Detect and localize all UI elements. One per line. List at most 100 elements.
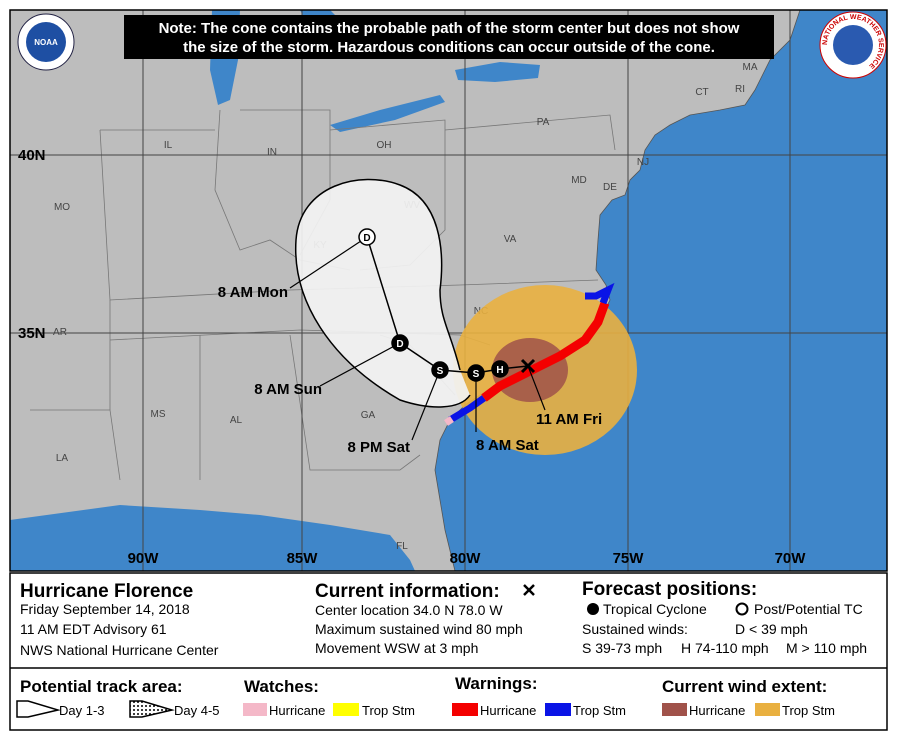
tropical-storm-warning — [585, 282, 615, 305]
longitude-label: 75W — [613, 550, 645, 567]
marker-symbol: D — [396, 339, 403, 350]
logo-text: NOAA — [34, 38, 58, 47]
current-info-line: Movement WSW at 3 mph — [315, 640, 478, 656]
state-label: GA — [361, 410, 376, 421]
legend-title: Watches: — [244, 677, 319, 696]
tropical-cyclone-symbol — [587, 603, 599, 615]
hurricane-warning — [481, 301, 610, 402]
note-text: the size of the storm. Hazardous conditi… — [183, 39, 715, 56]
map-frame — [9, 9, 888, 572]
post-tc-marker — [358, 228, 376, 246]
ts-wind-swatch — [755, 703, 780, 716]
forecast-time-label: 8 AM Mon — [218, 284, 288, 301]
logo-disc — [833, 25, 873, 65]
state-label: MA — [743, 62, 758, 73]
tropical-cyclone-marker — [391, 334, 409, 352]
legend-label: Day 4-5 — [174, 703, 220, 718]
legend-label: Trop Stm — [362, 703, 415, 718]
marker-symbol: D — [363, 233, 370, 244]
forecast-cone — [295, 178, 471, 408]
lake — [330, 95, 445, 132]
state-label: AL — [230, 415, 243, 426]
state-label: MD — [571, 175, 587, 186]
current-position-marker — [520, 358, 536, 374]
latitude-label: 35N — [18, 325, 46, 342]
storm-advisory: 11 AM EDT Advisory 61 — [20, 621, 167, 637]
legend-label: Trop Stm — [782, 703, 835, 718]
forecast-key: S 39-73 mph — [582, 640, 662, 656]
day13-swatch — [16, 700, 61, 718]
forecast-key: Post/Potential TC — [754, 601, 863, 617]
ts-watch-swatch — [333, 703, 359, 716]
state-label: MO — [54, 202, 70, 213]
state-label: RI — [735, 84, 745, 95]
forecast-time-label: 8 AM Sat — [476, 437, 539, 454]
forecast-key: D < 39 mph — [735, 621, 808, 637]
state-label: IL — [164, 140, 173, 151]
legend-title: Potential track area: — [20, 677, 183, 696]
legend-title: Warnings: — [455, 674, 537, 693]
marker-symbol: S — [437, 366, 444, 377]
forecast-key: M > 110 mph — [786, 640, 867, 656]
track-points: H S 8 AM Sat S 8 PM Sat D 8 AM Sun D 8 AM Mon — [218, 228, 539, 456]
state-label: NJ — [637, 157, 649, 168]
marker-symbol: S — [473, 369, 480, 380]
longitude-label: 80W — [450, 550, 482, 567]
logo-disc — [26, 22, 66, 62]
storm-name: Hurricane Florence — [20, 581, 193, 602]
forecast-time-label: 8 AM Sun — [254, 381, 322, 398]
forecast-key: Sustained winds: — [582, 621, 688, 637]
info-panel — [9, 572, 888, 731]
current-info-title: Current information: — [315, 581, 500, 602]
current-info-line: Maximum sustained wind 80 mph — [315, 621, 523, 637]
storm-source: NWS National Hurricane Center — [20, 642, 219, 658]
latitude-label: 40N — [18, 147, 46, 164]
state-label: AR — [53, 327, 67, 338]
longitude-label: 70W — [775, 550, 807, 567]
current-time-label: 11 AM Fri — [536, 411, 602, 428]
state-label: FL — [396, 541, 408, 552]
forecast-key: Tropical Cyclone — [603, 601, 707, 617]
longitude-label: 90W — [128, 550, 160, 567]
tropical-storm-warning — [448, 395, 487, 424]
current-info-line: Center location 34.0 N 78.0 W — [315, 602, 503, 618]
leader-lines — [289, 236, 546, 441]
state-label: MS — [151, 409, 166, 420]
post-tc-symbol — [735, 602, 749, 616]
day45-swatch — [129, 700, 175, 718]
tropical-cyclone-marker — [431, 361, 449, 379]
forecast-time-label: 8 PM Sat — [347, 439, 410, 456]
legend-label: Day 1-3 — [59, 703, 105, 718]
lake — [455, 62, 540, 82]
map: ILINOHPANJDEMDCTRIMAMOKYWVVANCARGAALMSLA… — [10, 10, 887, 571]
marker-symbol: H — [496, 365, 503, 376]
note-text: Note: The cone contains the probable pat… — [159, 20, 740, 37]
legend-label: Hurricane — [689, 703, 745, 718]
current-info-symbol — [523, 584, 535, 596]
state-label: OH — [377, 140, 392, 151]
state-label: IN — [267, 147, 277, 158]
hurricane-wind-swatch — [662, 703, 687, 716]
legend-label: Trop Stm — [573, 703, 626, 718]
graticule-labels: 40N 35N 90W 85W 80W 75W 70W — [18, 147, 806, 567]
state-label: CT — [695, 87, 708, 98]
forecast-title: Forecast positions: — [582, 579, 757, 600]
ts-warning-swatch — [545, 703, 571, 716]
state-label: VA — [504, 234, 517, 245]
state-label: PA — [537, 117, 550, 128]
gulf — [10, 505, 415, 571]
legend-title: Current wind extent: — [662, 677, 827, 696]
state-label: LA — [56, 453, 69, 464]
tropical-cyclone-marker — [467, 364, 485, 382]
note-box — [124, 15, 774, 59]
noaa-logo: NOAA — [17, 13, 75, 71]
nws-logo: NATIONAL WEATHER SERVICE — [819, 11, 887, 79]
storm-date: Friday September 14, 2018 — [20, 601, 190, 617]
longitude-label: 85W — [287, 550, 319, 567]
hurricane-warning-swatch — [452, 703, 478, 716]
legend-label: Hurricane — [480, 703, 536, 718]
legend-label: Hurricane — [269, 703, 325, 718]
tropical-cyclone-marker — [491, 360, 509, 378]
hurricane-watch-swatch — [243, 703, 267, 716]
